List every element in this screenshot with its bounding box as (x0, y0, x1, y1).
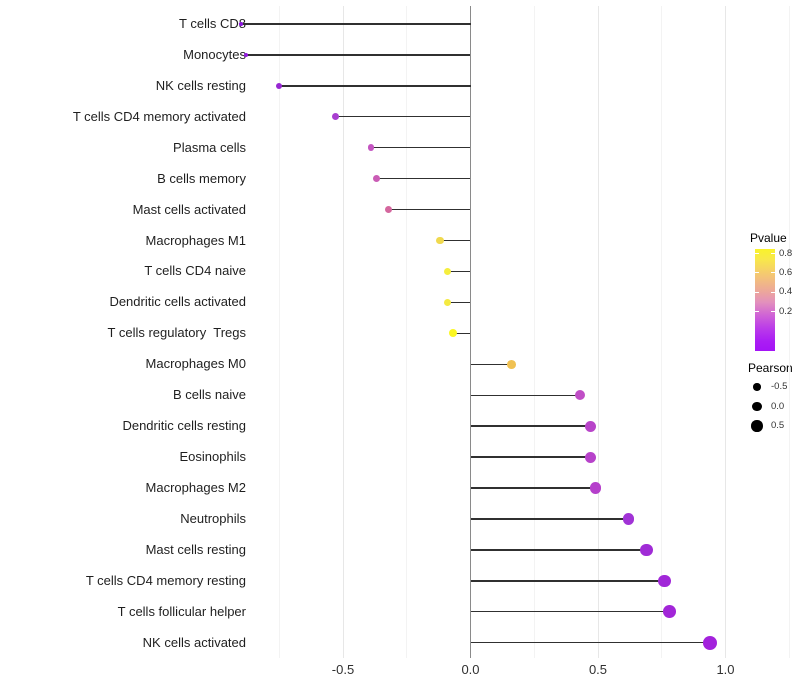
pvalue-tick-label: 0.8 (779, 247, 793, 259)
major-gridline (342, 6, 344, 658)
lollipop-dot (276, 82, 283, 90)
x-axis-tick-label: -0.5 (331, 662, 355, 677)
lollipop-dot (436, 236, 444, 245)
y-axis-label: B cells memory (157, 170, 246, 186)
lollipop-dot (640, 543, 653, 556)
lollipop-stem (447, 270, 471, 273)
lollipop-stem (470, 642, 711, 644)
minor-gridline (278, 6, 280, 658)
minor-gridline (788, 6, 790, 658)
y-axis-label: Macrophages M1 (145, 232, 246, 248)
y-axis-label: Monocytes (183, 46, 246, 62)
y-axis-label: B cells naive (173, 387, 246, 403)
lollipop-dot (703, 635, 718, 650)
lollipop-dot (622, 513, 635, 525)
lollipop-stem (470, 549, 647, 551)
minor-gridline (661, 6, 663, 658)
lollipop-stem (470, 487, 596, 489)
minor-gridline (406, 6, 408, 658)
pvalue-tick-label: 0.2 (779, 305, 793, 317)
lollipop-stem (376, 177, 471, 180)
pearson-legend-dot (751, 420, 763, 432)
lollipop-dot (448, 329, 457, 338)
y-axis-label: NK cells resting (155, 77, 246, 93)
pearson-legend-label: 0.5 (771, 420, 785, 431)
lollipop-stem (470, 611, 670, 613)
y-axis-label: T cells regulatory Tregs (107, 325, 246, 341)
pearson-legend-dot (752, 401, 762, 412)
lollipop-dot (443, 298, 452, 307)
x-axis-tick-label: 0.0 (461, 662, 480, 677)
y-axis-label: Dendritic cells activated (109, 294, 246, 310)
lollipop-stem (470, 518, 629, 520)
lollipop-dot (243, 52, 249, 58)
lollipop-dot (331, 113, 339, 121)
lollipop-stem (470, 425, 591, 427)
lollipop-dot (574, 390, 586, 401)
pearson-legend-title: Pearson (748, 361, 793, 375)
lollipop-dot (663, 605, 676, 619)
x-axis-tick-label: 0.5 (588, 662, 608, 677)
lollipop-dot (443, 267, 452, 276)
lollipop-dot (584, 451, 596, 463)
pvalue-colorbar-tick (755, 253, 759, 255)
x-axis-tick-label: 1.0 (716, 662, 735, 677)
minor-gridline (533, 6, 535, 658)
pvalue-colorbar-tick (755, 272, 759, 274)
pearson-legend-dot (753, 383, 761, 391)
pearson-legend-label: -0.5 (771, 381, 788, 392)
y-axis-label: T cells CD4 memory activated (72, 108, 246, 124)
lollipop-stem (447, 301, 471, 304)
major-gridline (597, 6, 599, 658)
lollipop-stem (241, 23, 471, 25)
lollipop-dot (367, 144, 375, 152)
major-gridline (725, 6, 726, 658)
y-axis-label: Plasma cells (173, 139, 246, 155)
lollipop-stem (439, 239, 471, 242)
pvalue-tick-label: 0.4 (779, 286, 793, 298)
lollipop-stem (470, 456, 591, 458)
pvalue-colorbar-tick (771, 311, 775, 313)
lollipop-dot (385, 206, 393, 214)
y-axis-label: T cells follicular helper (117, 603, 246, 619)
pvalue-colorbar-tick (771, 253, 775, 255)
lollipop-stem (470, 363, 512, 365)
y-axis-label: Mast cells resting (145, 541, 246, 557)
y-axis-label: Neutrophils (180, 510, 246, 526)
lollipop-dot (584, 420, 596, 432)
y-axis-label: T cells CD4 memory resting (85, 572, 246, 588)
pvalue-colorbar (755, 249, 775, 351)
pvalue-legend-title: Pvalue (750, 231, 787, 245)
pvalue-tick-label: 0.6 (779, 266, 793, 278)
y-axis-label: NK cells activated (142, 634, 246, 650)
lollipop-stem (388, 208, 471, 211)
y-axis-label: T cells CD4 naive (144, 263, 246, 279)
y-axis-label: Macrophages M2 (145, 480, 246, 496)
lollipop-stem (335, 116, 471, 118)
y-axis-label: Mast cells activated (132, 201, 246, 217)
pvalue-colorbar-tick (755, 291, 759, 293)
lollipop-dot (239, 22, 243, 26)
pvalue-colorbar-tick (755, 311, 759, 313)
y-axis-label: Macrophages M0 (145, 356, 246, 372)
zero-axis-line (469, 6, 472, 658)
lollipop-stem (279, 85, 471, 87)
lollipop-dot (658, 574, 671, 588)
lollipop-stem (470, 580, 665, 582)
lollipop-dot (506, 359, 516, 369)
lollipop-stem (246, 54, 471, 56)
y-axis-label: Dendritic cells resting (122, 418, 246, 434)
pvalue-colorbar-tick (771, 272, 775, 274)
lollipop-stem (452, 332, 471, 335)
pearson-legend-label: 0.0 (771, 400, 785, 412)
y-axis-label: T cells CD8 (179, 16, 246, 31)
y-axis-label: Eosinophils (179, 449, 247, 465)
pvalue-colorbar-tick (771, 291, 775, 293)
lollipop-stem (371, 147, 471, 149)
lollipop-dot (372, 175, 380, 183)
lollipop-dot (589, 482, 602, 494)
lollipop-stem (470, 394, 581, 396)
